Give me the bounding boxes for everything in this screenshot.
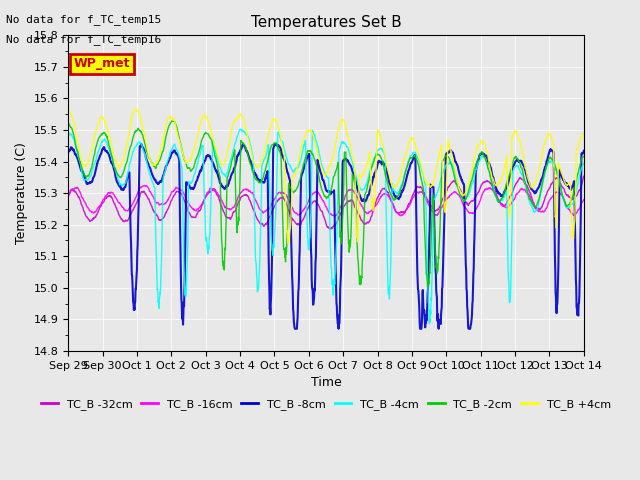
Legend: TC_B -32cm, TC_B -16cm, TC_B -8cm, TC_B -4cm, TC_B -2cm, TC_B +4cm: TC_B -32cm, TC_B -16cm, TC_B -8cm, TC_B … [36, 395, 615, 415]
Text: No data for f_TC_temp15: No data for f_TC_temp15 [6, 14, 162, 25]
X-axis label: Time: Time [310, 376, 341, 389]
Y-axis label: Temperature (C): Temperature (C) [15, 142, 28, 244]
Text: WP_met: WP_met [74, 58, 130, 71]
Text: No data for f_TC_temp16: No data for f_TC_temp16 [6, 34, 162, 45]
Title: Temperatures Set B: Temperatures Set B [251, 15, 401, 30]
